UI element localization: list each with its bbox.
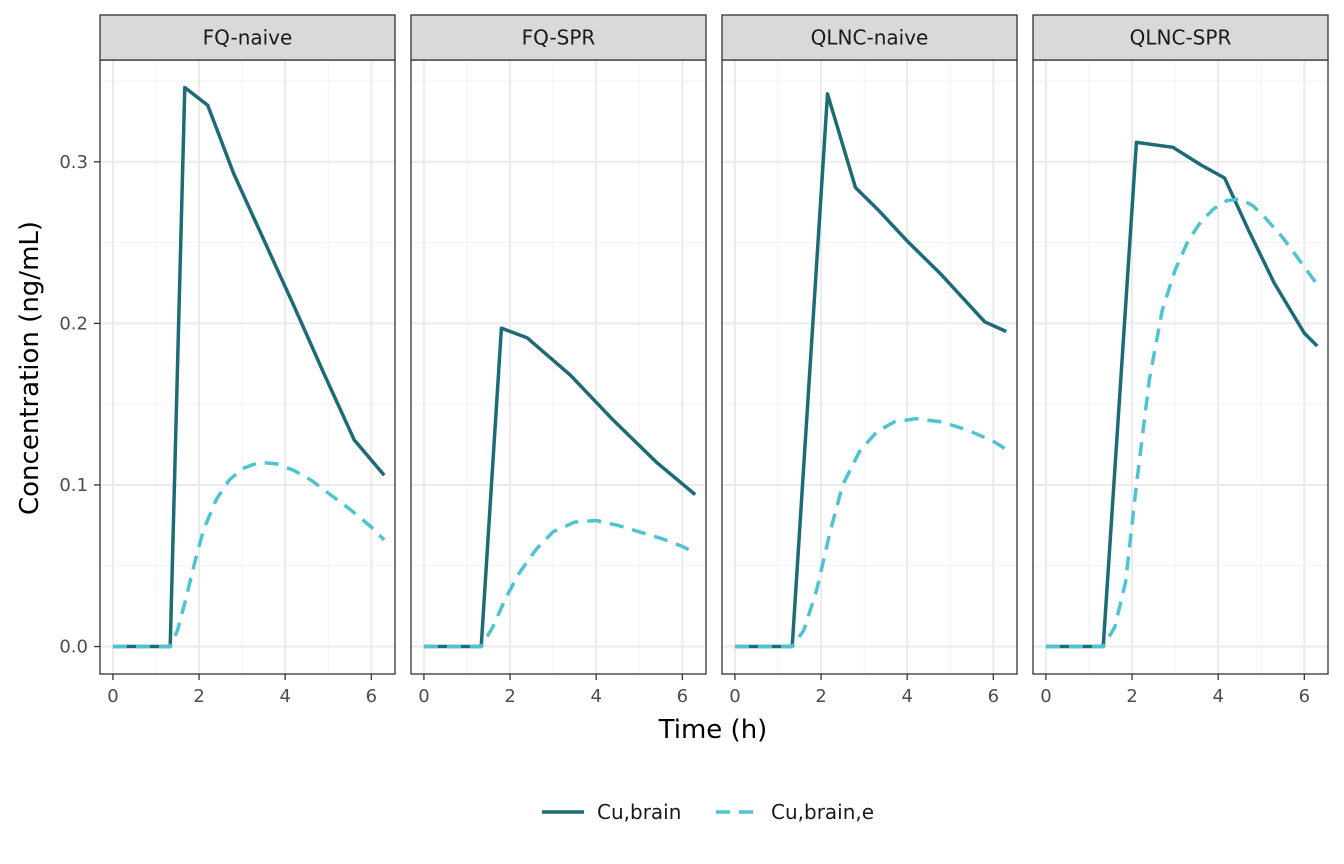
x-tick-label: 6 bbox=[366, 686, 377, 707]
facet-label: FQ-naive bbox=[203, 26, 293, 50]
x-tick-label: 0 bbox=[1040, 686, 1051, 707]
panel-3: QLNC-SPR 0 2 4 6 bbox=[1032, 14, 1329, 707]
y-tick-label: 0.1 bbox=[59, 475, 88, 496]
facet-label: FQ-SPR bbox=[522, 26, 596, 50]
series-line-cu-brain bbox=[423, 326, 697, 649]
x-tick-label: 2 bbox=[504, 686, 515, 707]
x-tick-label: 4 bbox=[901, 686, 912, 707]
x-tick-label: 4 bbox=[590, 686, 601, 707]
x-tick-label: 0 bbox=[107, 686, 118, 707]
series-line-cu-brain-e bbox=[112, 460, 386, 649]
plot-background bbox=[100, 60, 395, 674]
x-tick-label: 4 bbox=[1212, 686, 1223, 707]
facet-strip bbox=[1032, 14, 1329, 61]
facet-strip bbox=[721, 14, 1018, 61]
x-tick-label: 4 bbox=[279, 686, 290, 707]
x-tick-label: 2 bbox=[193, 686, 204, 707]
series-line-cu-brain-e bbox=[423, 518, 696, 649]
axis-titles: Time (h) Concentration (ng/mL) bbox=[15, 221, 767, 745]
facet-label: QLNC-SPR bbox=[1130, 26, 1232, 50]
series-line-cu-brain bbox=[1045, 140, 1319, 649]
series-line-cu-brain-e bbox=[1045, 197, 1319, 649]
facet-label: QLNC-naive bbox=[811, 26, 929, 50]
series-line-cu-brain-e bbox=[734, 416, 1008, 649]
series-line-cu-brain bbox=[734, 92, 1007, 649]
x-tick-label: 0 bbox=[418, 686, 429, 707]
x-axis-title: Time (h) bbox=[658, 715, 768, 745]
y-axis-title: Concentration (ng/mL) bbox=[15, 221, 45, 515]
legend-label: Cu,brain,e bbox=[771, 800, 874, 824]
x-tick-label: 2 bbox=[815, 686, 826, 707]
facet-strip bbox=[99, 14, 396, 61]
y-tick-label: 0.0 bbox=[59, 637, 88, 658]
x-tick-label: 2 bbox=[1126, 686, 1137, 707]
x-tick-label: 6 bbox=[677, 686, 688, 707]
x-tick-label: 0 bbox=[729, 686, 740, 707]
legend-label: Cu,brain bbox=[597, 800, 681, 824]
legend: Cu,brain Cu,brain,e bbox=[542, 800, 874, 824]
x-tick-label: 6 bbox=[1299, 686, 1310, 707]
plot-background bbox=[722, 60, 1017, 674]
y-tick-label: 0.3 bbox=[59, 152, 88, 173]
panel-2: QLNC-naive 0 2 4 6 bbox=[721, 14, 1018, 707]
panel-1: FQ-SPR 0 2 4 6 bbox=[410, 14, 707, 707]
facet-strip bbox=[410, 14, 707, 61]
series-line-cu-brain bbox=[112, 85, 386, 649]
x-tick-label: 6 bbox=[988, 686, 999, 707]
y-tick-label: 0.2 bbox=[59, 313, 88, 334]
panel-0: FQ-naive 0 2 4 6 0.0 0.1 0.2 0.3 bbox=[59, 14, 396, 707]
